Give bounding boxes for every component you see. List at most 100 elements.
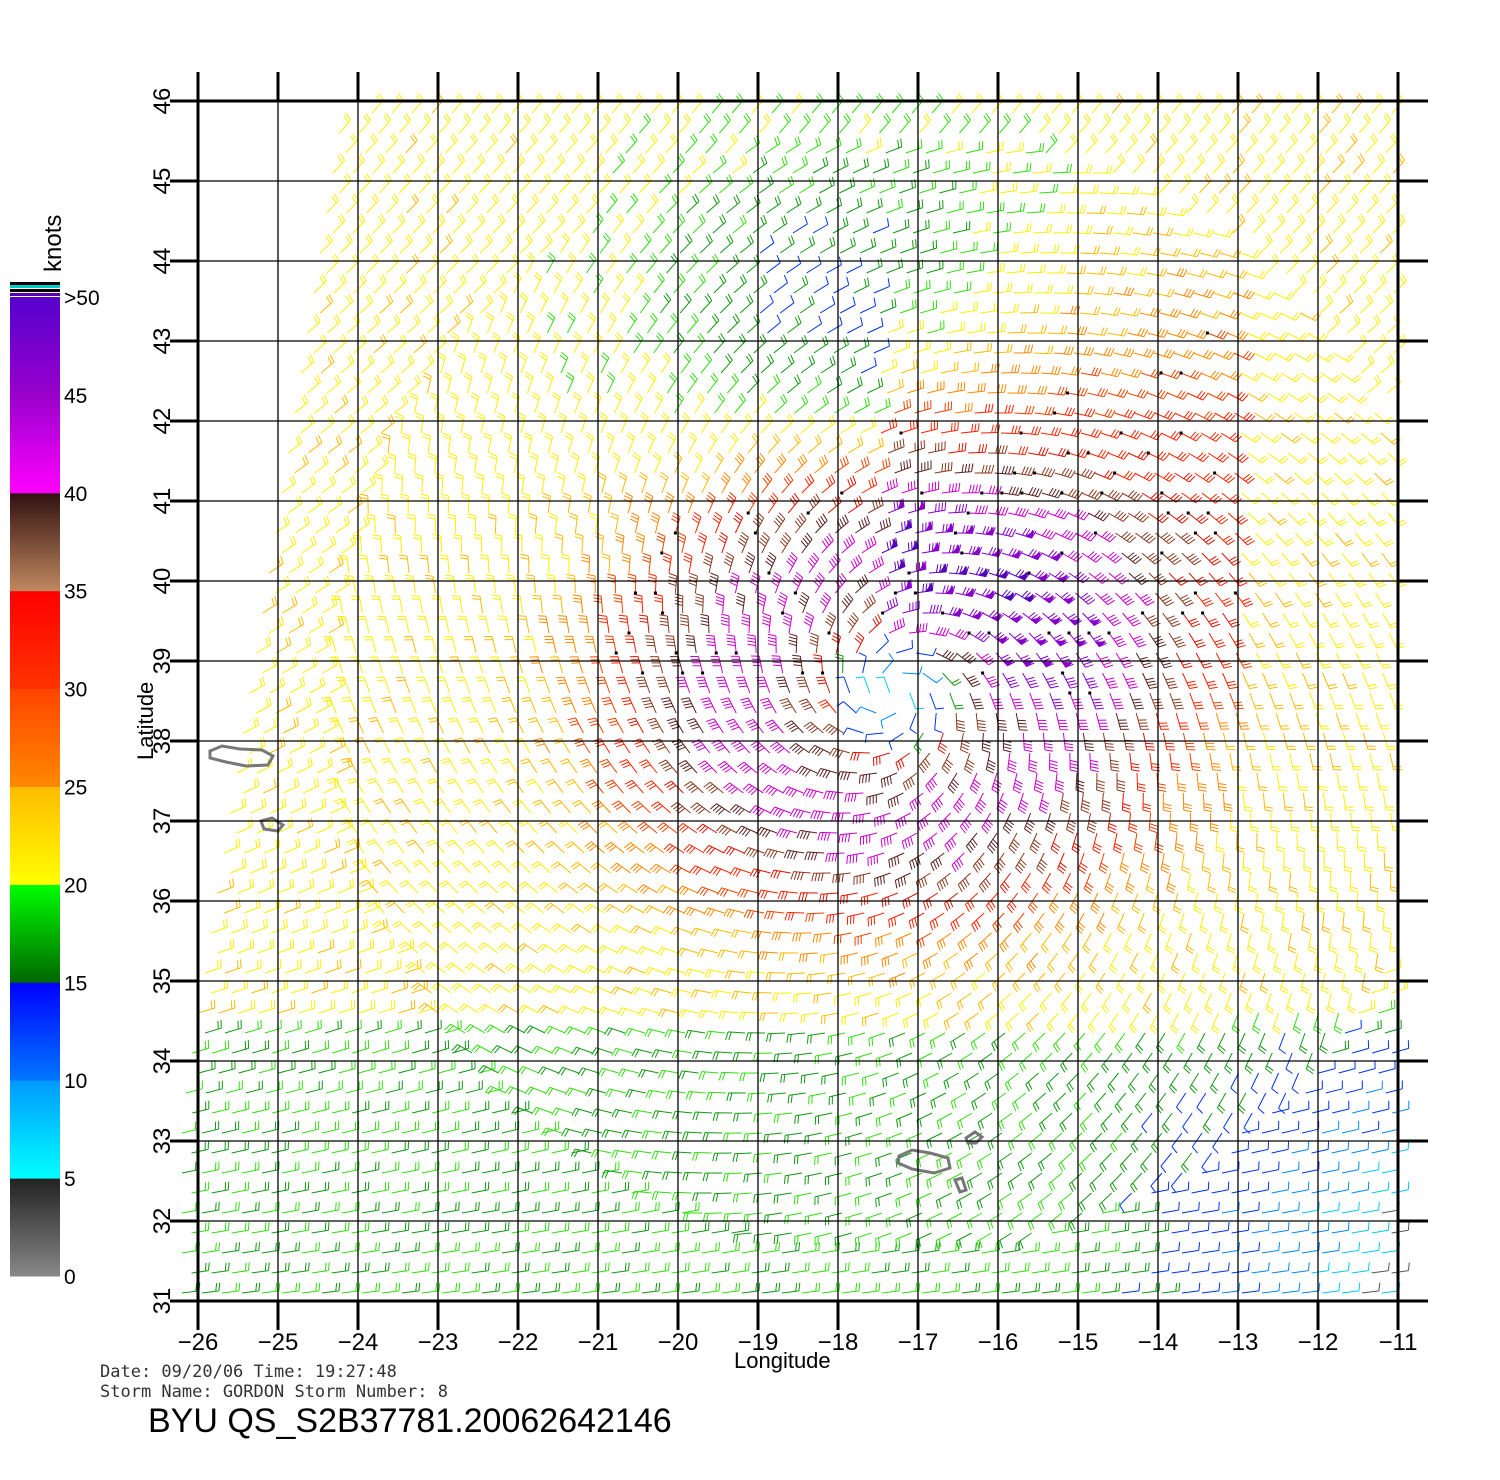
- wind-barb: [941, 1282, 961, 1294]
- wind-barb: [311, 1221, 330, 1234]
- wind-barb: [1202, 1112, 1213, 1134]
- wind-barb: [1211, 1221, 1230, 1234]
- wind-barb: [1114, 1092, 1127, 1113]
- wind-barb: [1020, 932, 1032, 953]
- wind-barb: [1358, 1060, 1376, 1074]
- wind-barb: [530, 984, 552, 994]
- wind-barb: [929, 1032, 946, 1050]
- wind-barb: [258, 1060, 276, 1074]
- wind-barb: [471, 1221, 490, 1234]
- wind-barb: [1110, 1132, 1123, 1153]
- wind-barb: [358, 999, 376, 1014]
- wind-barb: [1281, 912, 1290, 934]
- wind-barb: [726, 1092, 746, 1102]
- wind-barb: [798, 952, 818, 963]
- wind-barb: [1351, 1221, 1370, 1234]
- wind-barb: [1231, 1181, 1250, 1194]
- wind-barb: [551, 1262, 570, 1274]
- wind-barb: [888, 912, 905, 928]
- wind-barb: [1018, 992, 1032, 1013]
- wind-barb: [198, 999, 216, 1014]
- wind-barb: [1305, 1080, 1323, 1094]
- wind-barb: [531, 1141, 549, 1154]
- lat-tick-label: 45: [149, 168, 176, 195]
- wind-barb: [984, 1072, 999, 1091]
- wind-barb: [281, 1201, 300, 1214]
- wind-barb: [1045, 1072, 1059, 1093]
- wind-barb: [557, 1005, 579, 1015]
- wind-barb: [601, 1201, 620, 1214]
- wind-barb: [935, 1192, 952, 1209]
- wind-barb: [1221, 1161, 1240, 1174]
- wind-barb: [221, 1242, 241, 1254]
- wind-barb: [541, 1201, 560, 1214]
- wind-barb: [332, 1100, 350, 1114]
- wind-barb: [814, 1052, 833, 1065]
- wind-barb: [761, 1282, 781, 1294]
- wind-barb: [1371, 1262, 1390, 1274]
- wind-barb: [651, 1049, 673, 1058]
- wind-barb: [1308, 932, 1317, 954]
- wind-barb: [241, 1201, 260, 1214]
- wind-barb: [1281, 1282, 1301, 1294]
- wind-barb: [1089, 1132, 1103, 1153]
- wind-barb: [1281, 1242, 1301, 1254]
- wind-barb: [451, 1181, 470, 1194]
- wind-barb: [481, 1282, 501, 1294]
- wind-barb: [438, 1060, 456, 1074]
- wind-barb: [1332, 1100, 1350, 1114]
- wind-barb: [849, 1092, 866, 1106]
- wind-barb: [814, 1112, 833, 1125]
- wind-barb: [721, 1282, 741, 1294]
- wind-barb: [337, 878, 355, 894]
- wind-barb: [1221, 1201, 1240, 1214]
- wind-barb: [976, 1192, 992, 1210]
- wind-barb: [301, 1161, 320, 1174]
- wind-barb: [1028, 1132, 1043, 1152]
- wind-barb: [711, 990, 732, 999]
- colorbar-tick-label: 30: [64, 679, 87, 702]
- colorbar-tick-label: 0: [64, 1266, 76, 1289]
- wind-barb: [191, 1262, 210, 1274]
- wind-barb: [271, 1262, 290, 1274]
- wind-barb: [784, 1212, 803, 1225]
- wind-barb: [284, 959, 302, 974]
- wind-barb: [381, 1282, 401, 1294]
- wind-barb: [1007, 1172, 1023, 1191]
- wind-barb: [1162, 1052, 1173, 1074]
- wind-barb: [1031, 1262, 1050, 1274]
- wind-barb: [1216, 1092, 1227, 1114]
- wind-barb: [698, 1071, 719, 1080]
- wind-barb: [485, 1080, 503, 1094]
- wind-barb: [751, 1262, 770, 1274]
- wind-barb: [1241, 1201, 1260, 1214]
- wind-barb: [603, 903, 625, 914]
- wind-barb: [611, 1047, 633, 1057]
- wind-barb: [281, 1282, 301, 1294]
- wind-barb: [361, 1282, 381, 1294]
- wind-barb: [651, 1221, 670, 1234]
- wind-barb: [521, 1201, 540, 1214]
- wind-barb: [1291, 1262, 1310, 1274]
- wind-barb: [1033, 912, 1045, 934]
- wind-barb: [1129, 952, 1139, 974]
- wind-barb: [1089, 1172, 1103, 1193]
- wind-barb: [1287, 932, 1297, 954]
- wind-barb: [312, 1040, 330, 1054]
- wind-barb: [1048, 1132, 1063, 1152]
- wind-barb: [957, 1112, 973, 1130]
- wind-barb: [1018, 1052, 1033, 1072]
- wind-barb: [631, 1221, 650, 1234]
- wind-barb: [1341, 1282, 1361, 1294]
- wind-barb: [1091, 1262, 1110, 1274]
- wind-barb: [252, 1100, 270, 1114]
- wind-barb: [331, 918, 348, 934]
- wind-barb: [1351, 1181, 1370, 1194]
- wind-barb: [472, 1100, 490, 1114]
- wind-barb: [331, 1181, 350, 1194]
- colorbar-band: [10, 297, 60, 396]
- wind-barb: [312, 1100, 330, 1114]
- wind-barb: [461, 1282, 481, 1294]
- wind-barb: [1281, 1201, 1300, 1214]
- wind-barb: [1048, 1172, 1063, 1192]
